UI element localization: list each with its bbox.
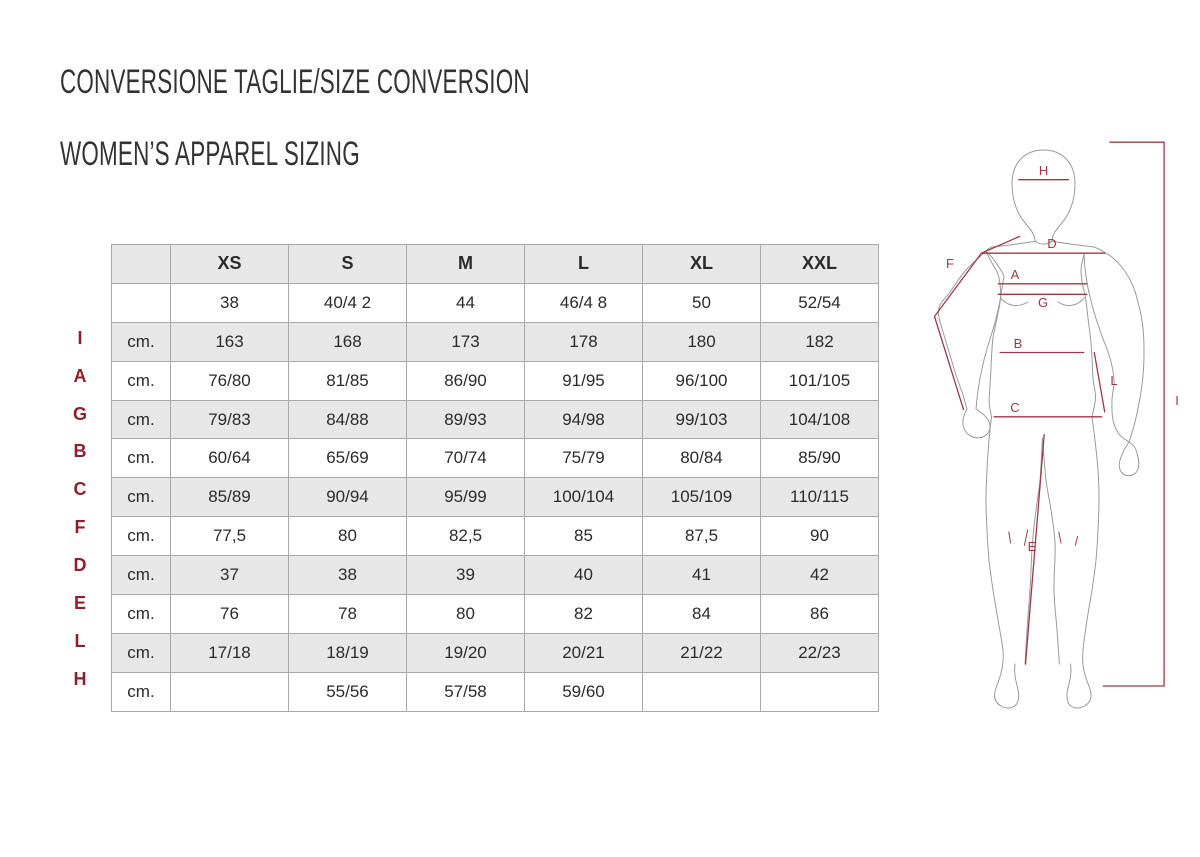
- svg-text:H: H: [1039, 163, 1048, 178]
- svg-text:A: A: [1011, 267, 1020, 282]
- svg-text:L: L: [1110, 373, 1117, 388]
- svg-text:I: I: [1175, 393, 1179, 408]
- svg-text:D: D: [1047, 236, 1056, 251]
- svg-text:G: G: [1038, 295, 1048, 310]
- svg-text:B: B: [1014, 336, 1023, 351]
- svg-text:F: F: [946, 256, 954, 271]
- svg-text:C: C: [1010, 400, 1019, 415]
- svg-text:E: E: [1028, 539, 1037, 554]
